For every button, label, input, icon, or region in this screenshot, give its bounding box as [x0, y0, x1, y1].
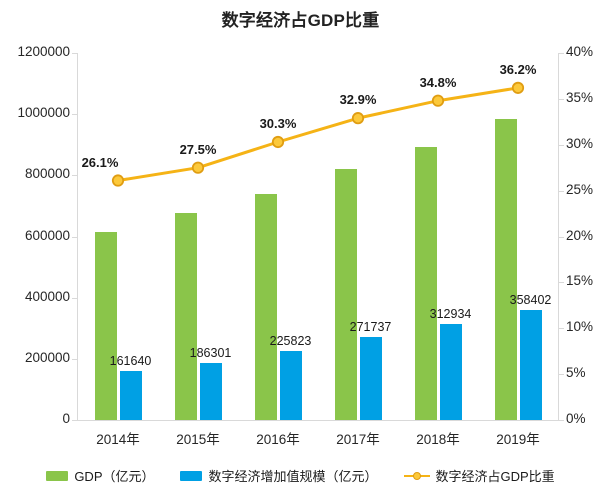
left-axis-tick-label: 1200000	[17, 44, 70, 59]
left-axis-tick-label: 600000	[24, 227, 70, 243]
right-axis-tick-mark	[559, 98, 564, 100]
legend-line-marker-icon	[403, 471, 430, 481]
x-axis-label: 2014年	[96, 432, 140, 447]
bar-gdp[interactable]	[254, 193, 277, 420]
bar-digital-economy[interactable]	[519, 310, 542, 420]
left-axis-tick-label: 800000	[24, 166, 70, 182]
ratio-data-point[interactable]	[111, 174, 125, 187]
bar-value-label: 271737	[349, 319, 392, 334]
left-axis-tick-mark	[72, 297, 77, 299]
right-axis-tick-mark	[559, 53, 564, 54]
ratio-value-label: 34.8%	[419, 74, 457, 90]
ratio-value-label: 32.9%	[339, 92, 377, 108]
right-axis-tick-label: 25%	[566, 181, 594, 197]
x-axis-label: 2017年	[336, 432, 380, 447]
ratio-line	[116, 86, 520, 183]
chart-title: 数字经济占GDP比重	[221, 11, 380, 30]
left-axis-tick-mark	[72, 53, 77, 54]
ratio-data-point[interactable]	[511, 81, 525, 94]
x-axis-label: 2015年	[176, 432, 220, 447]
bar-value-label: 312934	[429, 307, 472, 322]
right-axis-tick-mark	[559, 420, 564, 421]
right-axis-tick-label: 5%	[566, 365, 586, 381]
bar-gdp[interactable]	[334, 168, 357, 420]
legend-label: 数字经济占GDP比重	[435, 469, 555, 484]
ratio-value-label: 26.1%	[81, 154, 119, 170]
ratio-data-point[interactable]	[351, 112, 365, 125]
chart-legend: GDP（亿元） 数字经济增加值规模（亿元） 数字经济占GDP比重	[0, 466, 601, 485]
left-axis-tick-label: 200000	[24, 349, 70, 365]
right-axis-tick-mark	[559, 328, 564, 330]
right-axis-tick-label: 0%	[566, 411, 586, 426]
right-axis-tick-label: 35%	[566, 89, 594, 105]
bar-value-label: 161640	[109, 353, 152, 368]
right-axis-tick-mark	[559, 236, 564, 238]
ratio-value-label: 27.5%	[179, 141, 217, 157]
left-axis-tick-label: 400000	[24, 288, 70, 304]
right-axis-tick-mark	[559, 374, 564, 376]
left-axis-tick-mark	[72, 358, 77, 360]
right-axis-tick-mark	[559, 190, 564, 192]
right-axis-tick-label: 10%	[566, 319, 594, 335]
legend-item[interactable]: 数字经济增加值规模（亿元）	[180, 466, 378, 485]
ratio-data-point[interactable]	[431, 94, 445, 107]
ratio-data-point[interactable]	[191, 161, 205, 174]
ratio-value-label: 36.2%	[499, 61, 537, 77]
x-axis-label: 2019年	[496, 432, 540, 447]
bar-digital-economy[interactable]	[439, 324, 462, 420]
bar-gdp[interactable]	[94, 232, 117, 420]
ratio-data-point[interactable]	[271, 135, 285, 149]
legend-item[interactable]: 数字经济占GDP比重	[403, 466, 555, 485]
left-axis-tick-label: 1000000	[17, 105, 70, 121]
legend-label: 数字经济增加值规模（亿元）	[208, 469, 378, 484]
right-axis-tick-label: 15%	[566, 273, 594, 289]
legend-label: GDP（亿元）	[74, 469, 155, 484]
x-axis-label: 2018年	[416, 432, 460, 447]
ratio-value-label: 30.3%	[259, 115, 297, 131]
bar-value-label: 186301	[189, 346, 232, 361]
right-axis-tick-mark	[559, 282, 564, 284]
right-axis-tick-label: 30%	[566, 135, 594, 151]
legend-item[interactable]: GDP（亿元）	[46, 466, 154, 485]
left-axis-tick-mark	[72, 114, 77, 116]
legend-color-swatch-icon	[180, 470, 203, 481]
bar-value-label: 225823	[269, 333, 312, 348]
bar-value-label: 358402	[509, 293, 552, 308]
bar-digital-economy[interactable]	[359, 336, 382, 420]
bar-digital-economy[interactable]	[119, 370, 142, 420]
right-axis-line	[558, 53, 559, 421]
bar-gdp[interactable]	[174, 213, 197, 420]
bar-digital-economy[interactable]	[199, 363, 222, 420]
left-axis-tick-mark	[72, 420, 77, 421]
legend-color-swatch-icon	[46, 470, 69, 481]
bar-gdp[interactable]	[414, 146, 437, 420]
x-axis-line	[77, 420, 559, 421]
bar-digital-economy[interactable]	[279, 350, 302, 420]
right-axis-tick-mark	[559, 144, 564, 146]
right-axis-tick-label: 20%	[566, 227, 594, 243]
left-axis-tick-mark	[72, 236, 77, 238]
bar-gdp[interactable]	[494, 119, 517, 420]
left-axis-line	[77, 53, 78, 421]
x-axis-label: 2016年	[256, 432, 300, 447]
left-axis-tick-label: 0	[62, 411, 70, 426]
right-axis-tick-label: 40%	[566, 44, 594, 59]
left-axis-tick-mark	[72, 175, 77, 177]
